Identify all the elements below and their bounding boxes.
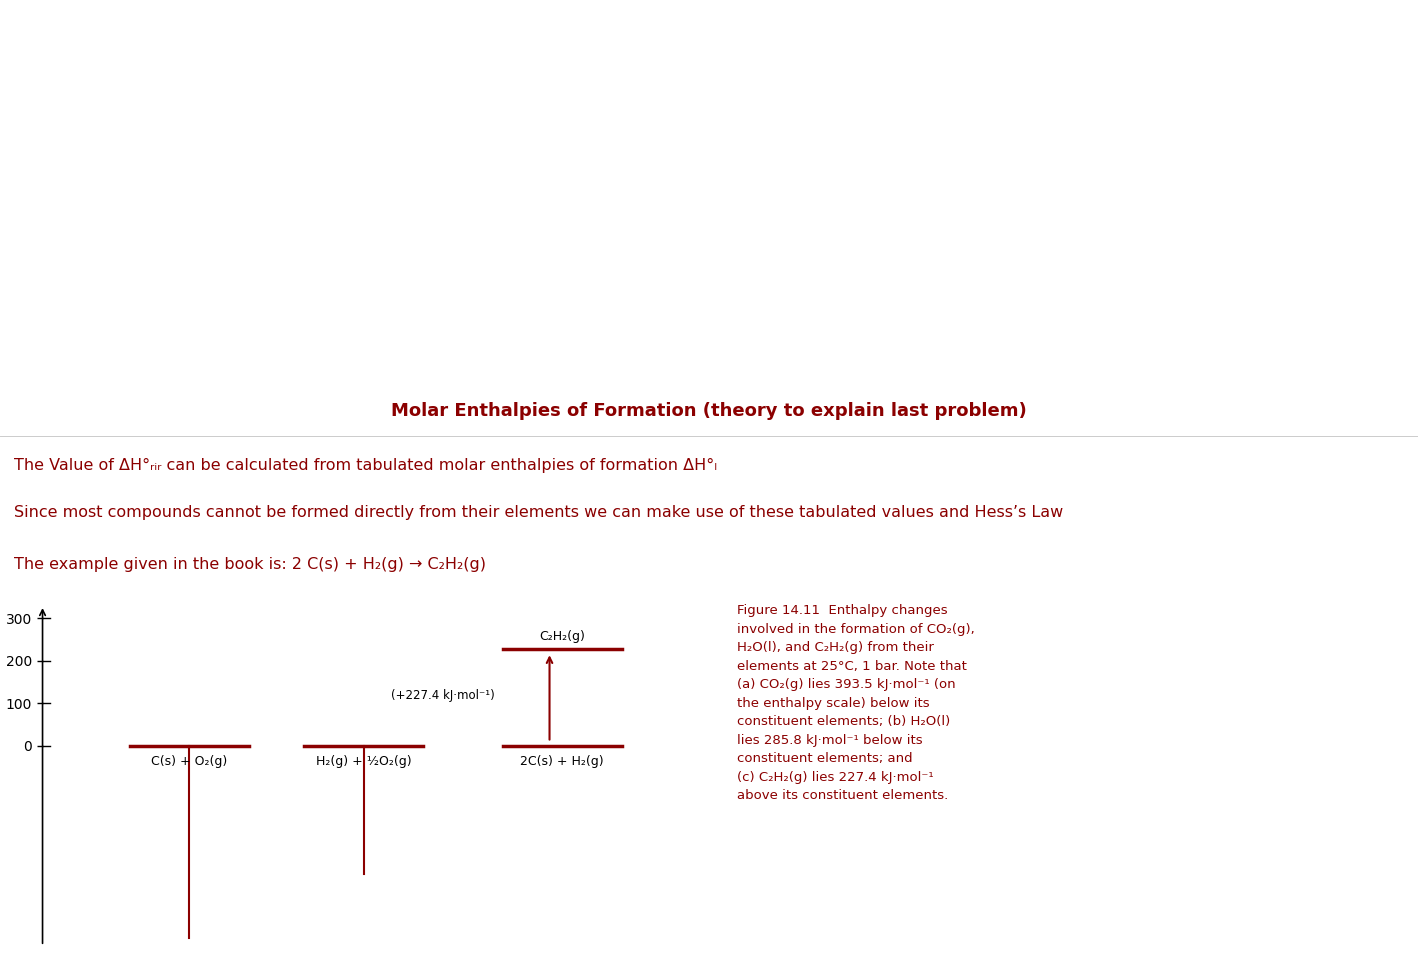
Text: The Value of ΔH°ᵣᵢᵣ can be calculated from tabulated molar enthalpies of formati: The Value of ΔH°ᵣᵢᵣ can be calculated fr… (14, 458, 718, 473)
Text: C₂H₂(g): C₂H₂(g) (539, 630, 586, 642)
Text: (+227.4 kJ·mol⁻¹): (+227.4 kJ·mol⁻¹) (391, 688, 495, 702)
Text: C(s) + O₂(g): C(s) + O₂(g) (152, 756, 227, 768)
Text: The example given in the book is: 2 C(s) + H₂(g) → C₂H₂(g): The example given in the book is: 2 C(s)… (14, 557, 486, 572)
Text: 2C(s) + H₂(g): 2C(s) + H₂(g) (520, 756, 604, 768)
Text: Molar Enthalpies of Formation (theory to explain last problem): Molar Enthalpies of Formation (theory to… (391, 402, 1027, 420)
Text: H₂(g) + ½O₂(g): H₂(g) + ½O₂(g) (316, 756, 411, 768)
Text: Since most compounds cannot be formed directly from their elements we can make u: Since most compounds cannot be formed di… (14, 505, 1064, 520)
Text: Figure 14.11  Enthalpy changes
involved in the formation of CO₂(g),
H₂O(l), and : Figure 14.11 Enthalpy changes involved i… (736, 605, 974, 803)
